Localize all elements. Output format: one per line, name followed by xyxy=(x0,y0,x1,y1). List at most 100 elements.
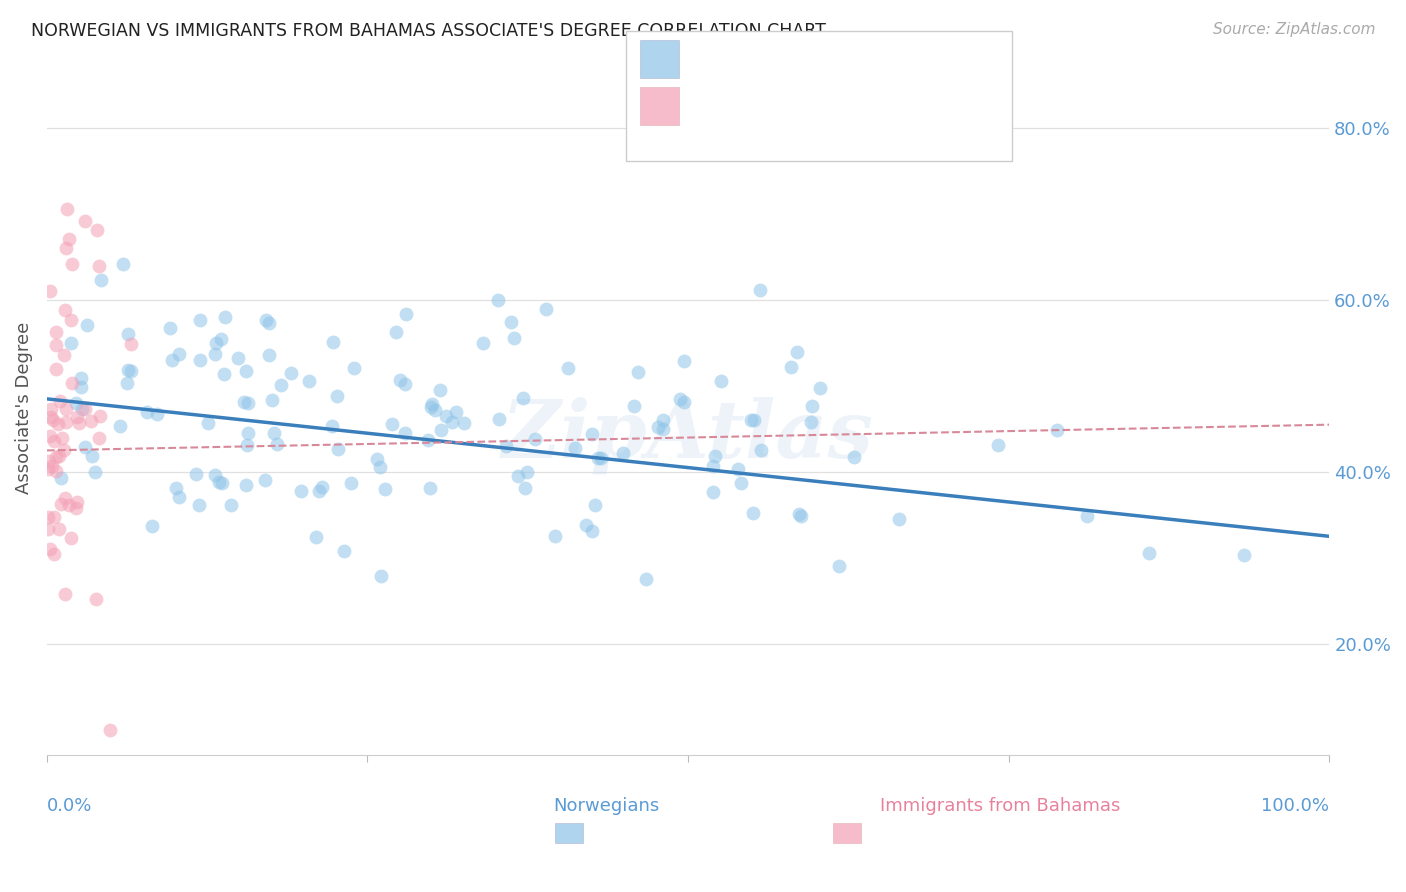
Point xyxy=(236,437,259,451)
Point xyxy=(564,441,586,455)
Text: Source: ZipAtlas.com: Source: ZipAtlas.com xyxy=(1212,22,1375,37)
Point xyxy=(1233,548,1256,562)
Point xyxy=(42,413,65,427)
Point xyxy=(84,592,107,607)
Point xyxy=(381,417,404,432)
Point xyxy=(197,416,219,430)
Point xyxy=(1046,423,1069,437)
Point xyxy=(56,202,79,216)
Point xyxy=(188,313,211,327)
Point xyxy=(808,381,831,395)
Point xyxy=(501,315,523,329)
Point xyxy=(87,431,110,445)
Point xyxy=(167,490,190,504)
Point xyxy=(1076,508,1098,523)
Point xyxy=(75,214,97,228)
Point xyxy=(727,462,749,476)
Point xyxy=(575,518,598,533)
Point xyxy=(419,482,441,496)
Point xyxy=(214,310,236,325)
Point xyxy=(742,507,765,521)
Text: Immigrants from Bahamas: Immigrants from Bahamas xyxy=(880,797,1121,815)
Point xyxy=(55,303,77,318)
Point xyxy=(434,409,457,424)
Point xyxy=(749,443,772,458)
Point xyxy=(37,522,59,536)
Point xyxy=(322,335,344,350)
Point xyxy=(669,392,692,406)
Point xyxy=(236,425,259,440)
Point xyxy=(987,438,1010,452)
Point xyxy=(167,347,190,361)
Point xyxy=(117,362,139,376)
Point xyxy=(204,335,226,350)
Text: 100.0%: 100.0% xyxy=(1261,797,1329,815)
Point xyxy=(121,336,143,351)
Point xyxy=(730,475,752,490)
Point xyxy=(45,464,67,478)
Point xyxy=(444,405,467,419)
Point xyxy=(790,508,813,523)
Point xyxy=(652,422,675,436)
Point xyxy=(42,510,65,524)
Point xyxy=(702,459,724,474)
Point xyxy=(45,362,67,376)
Point xyxy=(581,427,603,442)
Point xyxy=(290,484,312,499)
Point xyxy=(266,437,288,451)
Point xyxy=(503,331,526,345)
Point xyxy=(117,376,139,390)
Point xyxy=(586,450,609,465)
Point xyxy=(495,439,517,453)
Point xyxy=(627,365,650,379)
Point xyxy=(60,376,83,390)
Point xyxy=(226,351,249,365)
Point xyxy=(710,374,733,388)
Point xyxy=(232,394,254,409)
Point xyxy=(516,466,538,480)
Point xyxy=(298,375,321,389)
Point xyxy=(672,353,695,368)
Point xyxy=(260,392,283,407)
Point xyxy=(887,512,910,526)
Point xyxy=(65,410,87,425)
Point xyxy=(420,400,443,414)
Text: NORWEGIAN VS IMMIGRANTS FROM BAHAMAS ASSOCIATE'S DEGREE CORRELATION CHART: NORWEGIAN VS IMMIGRANTS FROM BAHAMAS ASS… xyxy=(31,22,825,40)
Point xyxy=(49,393,72,408)
Point xyxy=(45,338,67,352)
Point xyxy=(254,313,277,327)
Point xyxy=(65,396,87,410)
Point xyxy=(828,559,851,574)
Point xyxy=(162,353,184,368)
Point xyxy=(270,377,292,392)
Point xyxy=(69,371,91,385)
Point xyxy=(204,467,226,482)
Point xyxy=(117,326,139,341)
Point xyxy=(55,402,77,417)
Point xyxy=(51,431,73,445)
Point xyxy=(141,518,163,533)
Point xyxy=(418,433,440,447)
Point xyxy=(136,405,159,419)
Point xyxy=(212,368,235,382)
Point xyxy=(333,544,356,558)
Point xyxy=(45,325,67,339)
Point xyxy=(146,407,169,421)
Point xyxy=(343,360,366,375)
Point xyxy=(321,419,343,434)
Point xyxy=(308,483,330,498)
Point xyxy=(55,587,77,601)
Point xyxy=(486,293,509,307)
Point xyxy=(429,383,451,397)
Point xyxy=(488,412,510,426)
Text: 0.0%: 0.0% xyxy=(46,797,93,815)
Point xyxy=(110,418,132,433)
Point xyxy=(311,480,333,494)
Point xyxy=(612,446,634,460)
Point xyxy=(55,241,77,255)
Point xyxy=(209,332,232,346)
Point xyxy=(583,499,606,513)
Point xyxy=(394,425,416,440)
Point xyxy=(60,257,83,271)
Point xyxy=(453,416,475,430)
